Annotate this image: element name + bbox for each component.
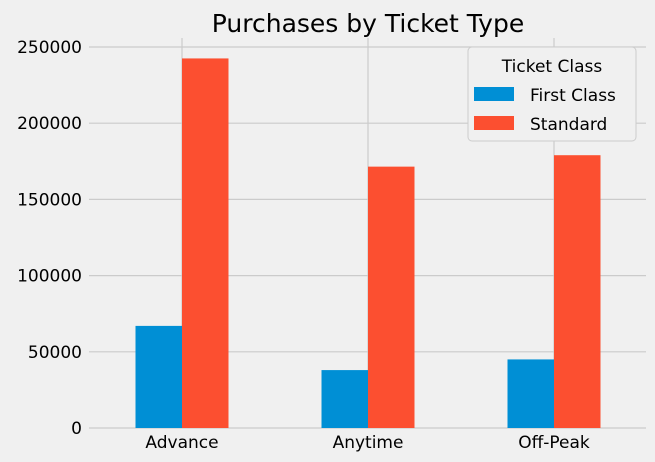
bar-first-class-off-peak <box>507 359 554 428</box>
bar-first-class-anytime <box>321 370 368 428</box>
chart-title: Purchases by Ticket Type <box>212 9 524 38</box>
legend-label-standard: Standard <box>530 115 607 135</box>
y-tick-label: 0 <box>71 419 82 439</box>
bar-standard-anytime <box>368 166 415 428</box>
legend-swatch-first-class <box>474 87 514 101</box>
y-axis-tick-labels: 0 50000 100000 150000 200000 250000 <box>17 38 82 439</box>
y-tick-label: 50000 <box>28 343 82 363</box>
legend-swatch-standard <box>474 116 514 130</box>
x-tick-label: Advance <box>145 433 218 453</box>
legend: Ticket Class First Class Standard <box>467 46 637 142</box>
legend-label-first-class: First Class <box>530 86 616 106</box>
bar-standard-off-peak <box>554 155 601 429</box>
y-tick-label: 250000 <box>17 38 82 58</box>
bars <box>135 58 601 429</box>
y-tick-label: 100000 <box>17 267 82 287</box>
y-tick-label: 150000 <box>17 190 82 210</box>
x-axis-tick-labels: Advance Anytime Off-Peak <box>145 433 590 453</box>
y-tick-label: 200000 <box>17 114 82 134</box>
legend-title: Ticket Class <box>501 57 603 77</box>
x-tick-label: Anytime <box>333 433 404 453</box>
x-tick-label: Off-Peak <box>518 433 590 453</box>
bar-standard-advance <box>182 58 229 429</box>
bar-first-class-advance <box>135 325 182 428</box>
